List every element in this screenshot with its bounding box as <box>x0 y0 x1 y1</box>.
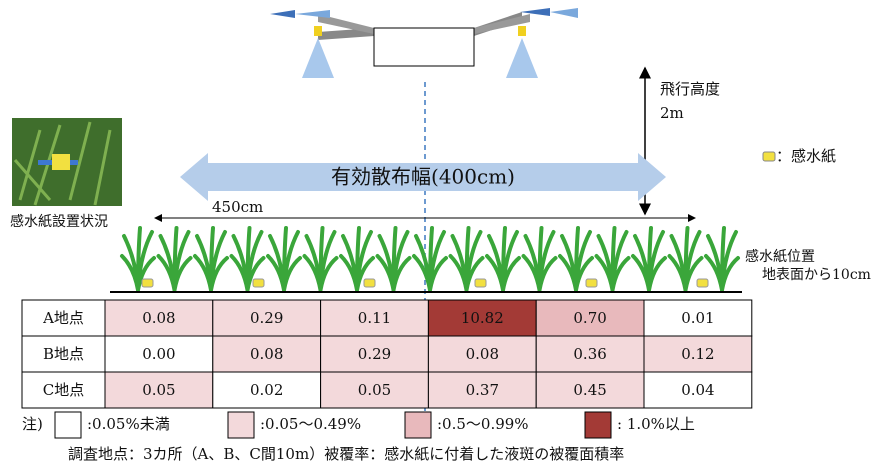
plant <box>305 228 337 290</box>
paper <box>586 279 597 287</box>
cell-value: 10.82 <box>461 309 504 327</box>
footnote: 調査地点：3カ所（A、B、C間10m）被覆率：感水紙に付着した液斑の被覆面積率 <box>68 445 624 463</box>
legend-prefix: 注) <box>22 415 43 433</box>
body: 飛行高度 2m 有効散布幅(400cm) 感水紙設置状況 ：感水紙 450cm … <box>0 0 883 463</box>
plant <box>524 228 556 290</box>
paper-position-title: 感水紙位置 <box>745 248 815 265</box>
row-label: C地点 <box>43 381 84 399</box>
plant <box>597 228 629 290</box>
cell-value: 0.70 <box>573 309 606 327</box>
photo-caption: 感水紙設置状況 <box>10 213 108 230</box>
page: {"drone": {"height_label": "飛行高度", "heig… <box>0 0 883 463</box>
cell-value: 0.05 <box>358 381 391 399</box>
legend-swatch <box>55 412 81 438</box>
cell-value: 0.45 <box>573 381 606 399</box>
cell-value: 0.29 <box>250 309 283 327</box>
plant <box>268 228 300 290</box>
height-value: 2m <box>660 104 684 122</box>
plant <box>487 228 519 290</box>
cell-value: 0.08 <box>250 345 283 363</box>
cell-value: 0.36 <box>573 345 606 363</box>
plant <box>633 228 665 290</box>
legend-swatch <box>405 412 431 438</box>
paper <box>364 279 375 287</box>
spray-width: 有効散布幅(400cm) <box>331 165 515 189</box>
plant <box>195 228 227 290</box>
drone <box>270 8 578 78</box>
cell-value: 0.37 <box>466 381 499 399</box>
paper <box>253 279 264 287</box>
photo <box>12 118 122 206</box>
paper-icon <box>763 152 775 161</box>
cell-value: 0.01 <box>681 309 714 327</box>
plant <box>706 228 738 290</box>
legend-label: :0.05%未満 <box>87 415 170 433</box>
row-label: A地点 <box>42 309 84 327</box>
result-table: A地点 0.08 0.29 0.11 10.82 0.70 0.01 B地点 0.00 0.08 0… <box>22 300 752 408</box>
cell-value: 0.08 <box>466 345 499 363</box>
cell-value: 0.11 <box>358 309 391 327</box>
legend-label: :0.5～0.99% <box>437 415 529 433</box>
legend-label: : 1.0%以上 <box>617 415 695 433</box>
paper-legend: ：感水紙 <box>776 147 836 165</box>
legend: 注) :0.05%未満 :0.05～0.49% :0.5～0.99% : 1.0%以上 <box>22 412 695 438</box>
height-label: 飛行高度 <box>660 80 720 98</box>
plant <box>414 228 446 290</box>
paper-position-detail: 地表面から10cm <box>762 267 871 283</box>
paper <box>697 279 708 287</box>
row-label: B地点 <box>43 345 84 363</box>
legend-swatch <box>228 412 254 438</box>
cell-value: 0.04 <box>681 381 714 399</box>
cell-value: 0.29 <box>358 345 391 363</box>
plants <box>122 228 738 290</box>
legend-swatch <box>585 412 611 438</box>
cell-value: 0.00 <box>142 345 175 363</box>
cell-value: 0.05 <box>142 381 175 399</box>
cell-value: 0.02 <box>250 381 283 399</box>
diagram: 飛行高度 2m 有効散布幅(400cm) 感水紙設置状況 ：感水紙 450cm … <box>0 0 883 463</box>
plant <box>378 228 410 290</box>
legend-label: :0.05～0.49% <box>260 415 361 433</box>
cell-value: 0.12 <box>681 345 714 363</box>
plant <box>159 228 191 290</box>
paper <box>475 279 486 287</box>
cell-value: 0.08 <box>142 309 175 327</box>
paper <box>142 279 153 287</box>
span-width: 450cm <box>212 198 263 216</box>
